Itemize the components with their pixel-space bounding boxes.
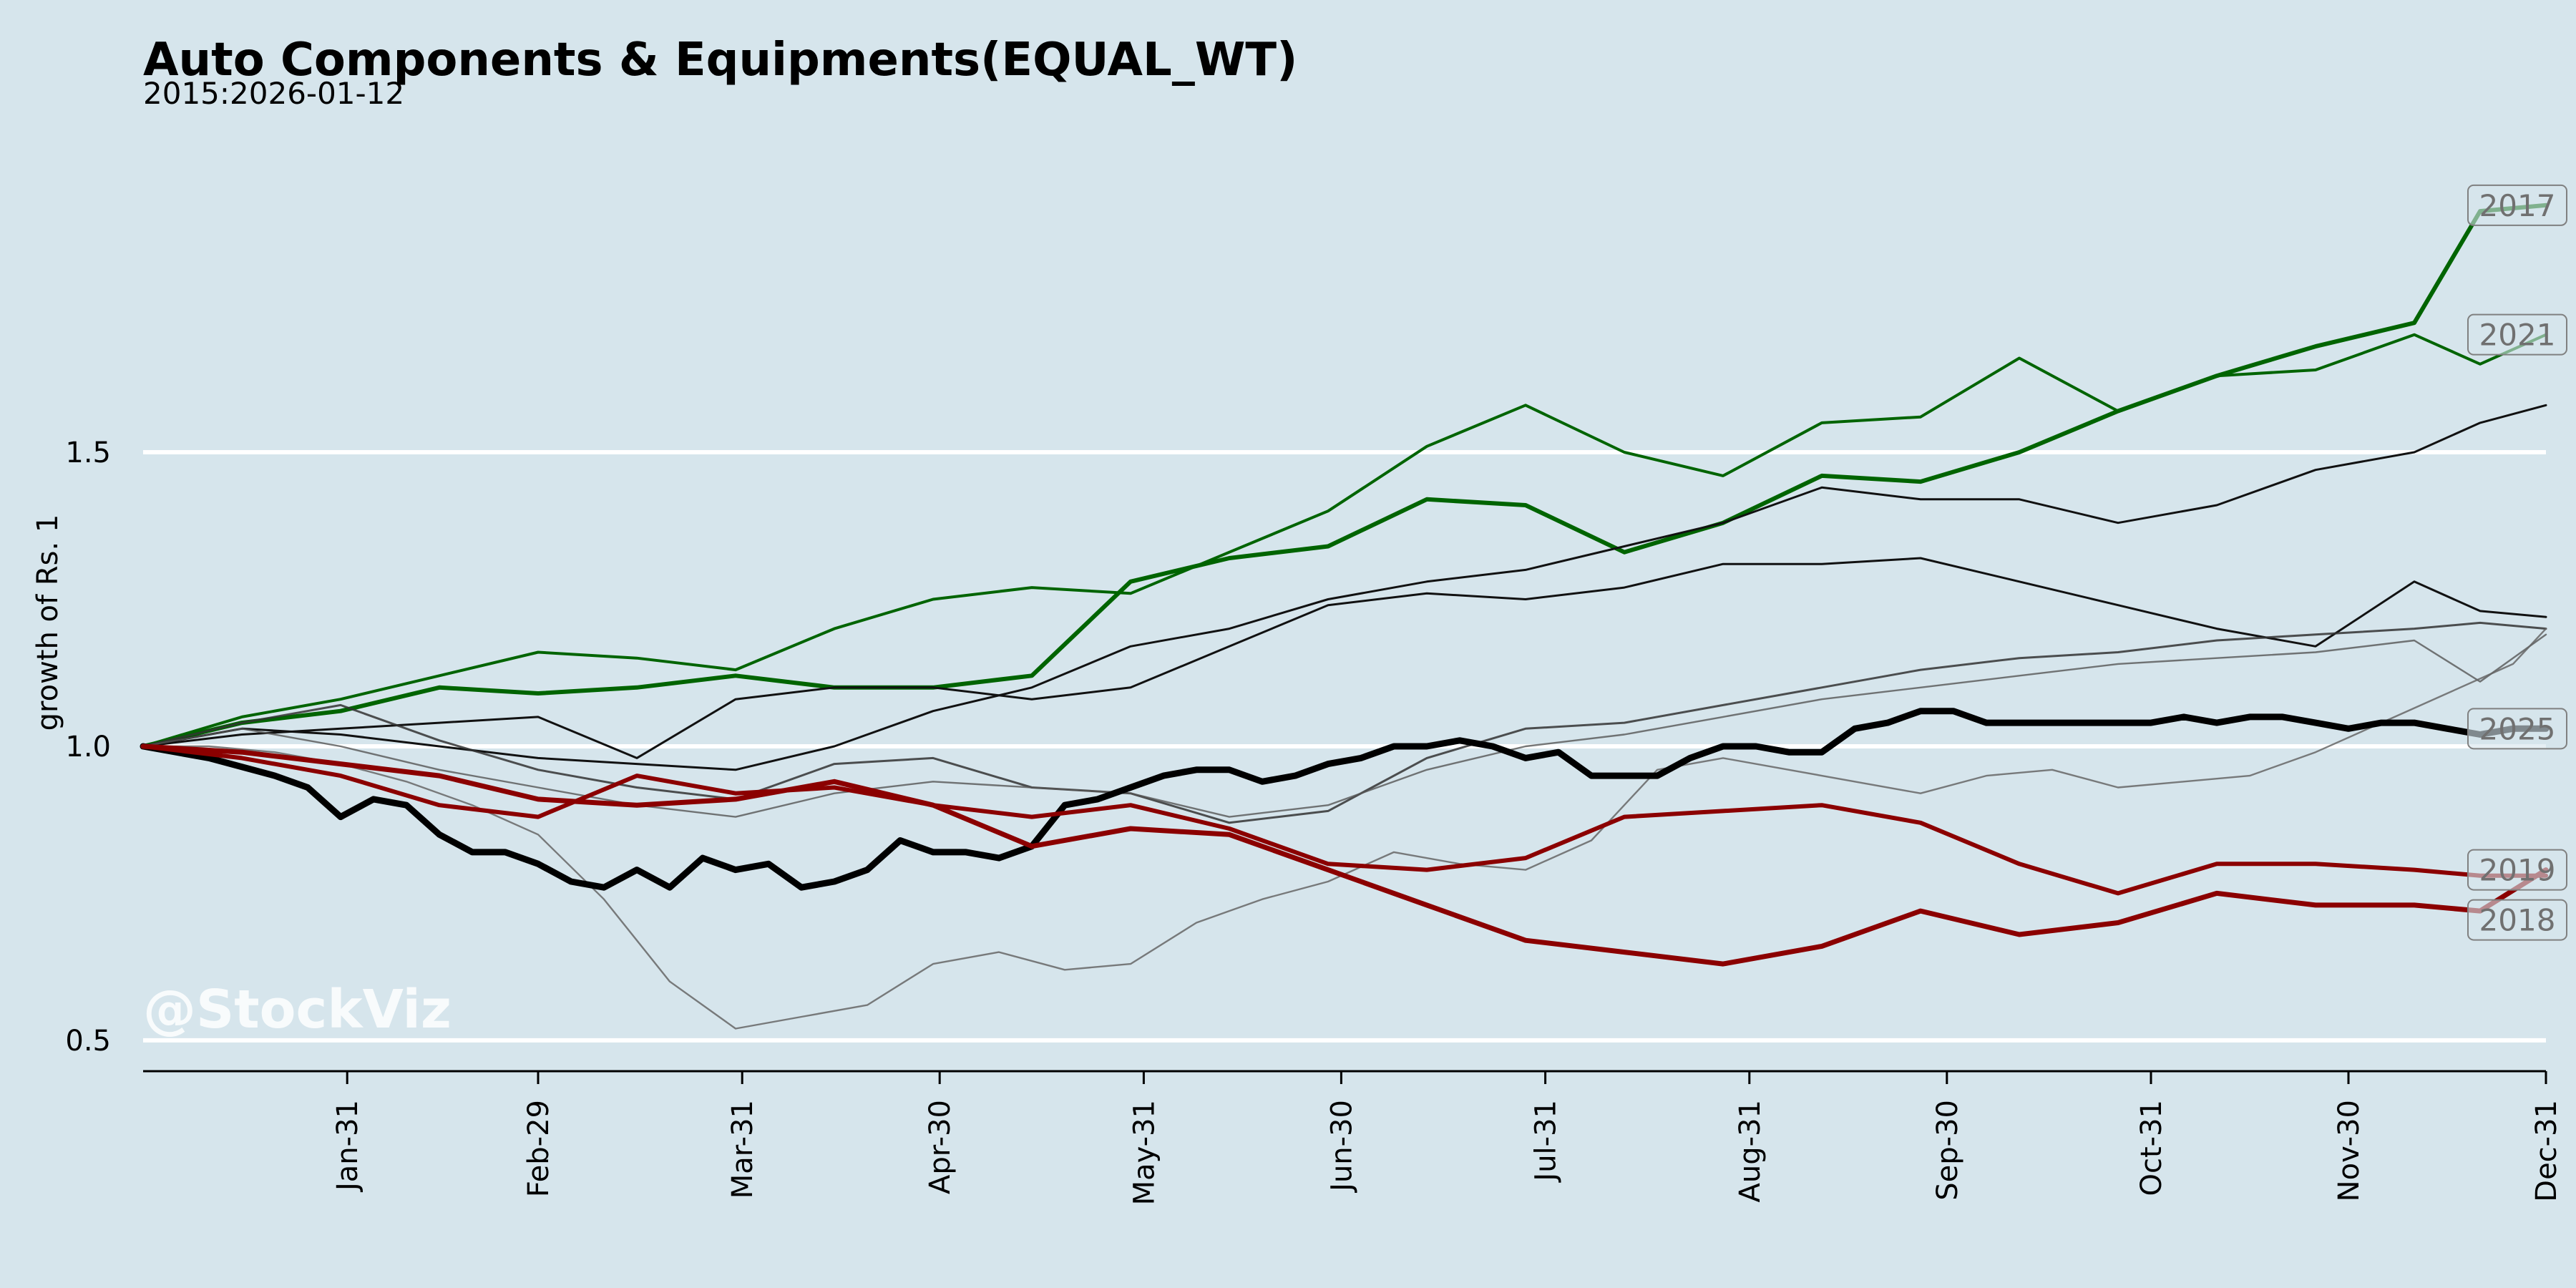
series-tag-box [2467, 849, 2567, 891]
series-line-2 [142, 404, 2547, 771]
series-line-2017 [141, 203, 2548, 748]
series-tag-label: 2018 [2479, 903, 2556, 938]
series-line-3 [142, 557, 2547, 759]
y-axis: 0.5 1.0 1.5 [65, 436, 111, 1058]
x-tick-label: Aug-31 [1734, 1100, 1767, 1202]
x-axis: Jan-31 Feb-29 Mar-31 Apr-30 May-31 Jun-30 Jul-… [143, 1070, 2563, 1205]
x-tick-label: Feb-29 [522, 1100, 555, 1197]
x-tick-label: May-31 [1128, 1100, 1161, 1205]
series-line-4 [142, 621, 2547, 824]
series-line-2025 [140, 708, 2550, 891]
series-tag-label: 2021 [2479, 318, 2556, 353]
series-tag-box [2467, 899, 2567, 941]
series-tag-box [2467, 708, 2567, 750]
series-line-5 [142, 633, 2547, 818]
x-tick-label: Jul-31 [1530, 1100, 1563, 1184]
series-tag-box [2467, 313, 2567, 356]
y-tick-label: 1.0 [65, 731, 111, 763]
x-tick-label: Jan-31 [331, 1100, 364, 1193]
y-axis-label: growth of Rs. 1 [31, 514, 64, 731]
watermark-text: @StockViz [143, 979, 452, 1040]
series-line-2019 [140, 743, 2549, 967]
x-tick-label: Dec-31 [2530, 1100, 2563, 1202]
chart-subtitle: 2015:2026-01-12 [143, 76, 404, 111]
x-tick-label: Sep-30 [1931, 1100, 1964, 1201]
x-tick-label: Oct-31 [2135, 1100, 2168, 1196]
series-tag-label: 2017 [2479, 188, 2556, 223]
series-line-2021 [142, 333, 2547, 748]
series-line-2018 [141, 744, 2548, 896]
x-tick-label: Jun-30 [1325, 1100, 1358, 1194]
series-labels: 2017 2021 2025 2019 2018 [2467, 184, 2567, 941]
y-tick-label: 1.5 [65, 436, 111, 469]
series-group [140, 203, 2550, 1030]
series-tag-label: 2019 [2479, 853, 2556, 888]
series-tag-label: 2025 [2479, 711, 2556, 746]
series-line-6 [142, 628, 2547, 1030]
x-tick-label: Apr-30 [924, 1100, 957, 1194]
series-tag-box [2467, 184, 2567, 226]
y-tick-label: 0.5 [65, 1025, 111, 1058]
x-tick-label: Mar-31 [726, 1100, 759, 1199]
grid-lines [143, 450, 2546, 1043]
chart-title: Auto Components & Equipments(EQUAL_WT) [143, 34, 1297, 87]
x-tick-label: Nov-30 [2333, 1100, 2366, 1201]
